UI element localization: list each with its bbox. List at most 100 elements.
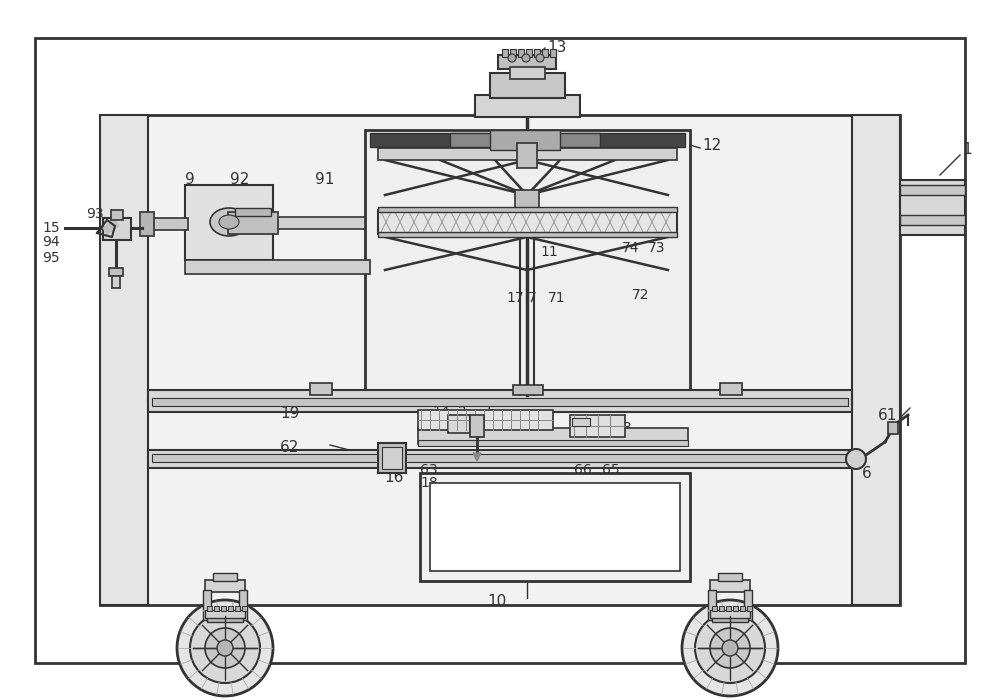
Bar [733, 606, 738, 611]
Text: 4: 4 [598, 421, 607, 435]
Bar [214, 606, 219, 611]
Text: 72: 72 [632, 288, 650, 302]
Bar [900, 180, 965, 235]
Text: 92: 92 [230, 172, 249, 188]
Bar [378, 207, 677, 212]
Bar [378, 232, 677, 237]
Text: 66: 66 [574, 463, 592, 477]
Bar [111, 210, 123, 220]
Bar [148, 218, 188, 230]
Bar [470, 415, 484, 437]
Bar [420, 473, 690, 581]
Bar [490, 130, 560, 150]
Text: 16: 16 [384, 470, 403, 486]
Text: 19: 19 [280, 405, 299, 421]
Text: 15: 15 [42, 221, 60, 235]
Text: 74: 74 [622, 241, 640, 255]
Text: 12: 12 [702, 137, 721, 153]
Circle shape [190, 613, 260, 683]
Bar [490, 73, 565, 98]
Text: 5: 5 [487, 405, 496, 419]
Bar [450, 133, 600, 147]
Bar [498, 55, 556, 69]
Text: 61: 61 [878, 409, 897, 423]
Bar [205, 580, 245, 592]
Bar [418, 440, 688, 446]
Bar [378, 443, 406, 473]
Bar [207, 616, 243, 622]
Text: 62: 62 [280, 440, 299, 454]
Bar [378, 210, 677, 234]
Bar [152, 454, 848, 462]
Text: 63: 63 [420, 463, 438, 477]
Bar [708, 590, 716, 620]
Text: 9: 9 [185, 172, 195, 188]
Text: 7: 7 [528, 291, 537, 305]
Bar [550, 49, 556, 57]
Bar [103, 218, 131, 240]
Polygon shape [103, 220, 119, 234]
Circle shape [217, 640, 233, 656]
Bar [852, 115, 900, 605]
Bar [720, 383, 742, 395]
Bar [526, 49, 532, 57]
Bar [35, 38, 965, 663]
Circle shape [710, 628, 750, 668]
Text: 91: 91 [315, 172, 334, 188]
Bar [515, 190, 539, 210]
Bar [718, 573, 742, 581]
Bar [100, 115, 148, 605]
Circle shape [682, 600, 778, 696]
Text: 14: 14 [432, 405, 450, 419]
Bar [221, 606, 226, 611]
Bar [900, 215, 965, 225]
Text: 65: 65 [602, 463, 620, 477]
Text: 95: 95 [42, 251, 60, 265]
Bar [140, 212, 154, 236]
Bar [228, 212, 278, 234]
Text: 93: 93 [86, 207, 104, 221]
Bar [310, 383, 332, 395]
Circle shape [205, 628, 245, 668]
Bar [112, 276, 120, 288]
Text: 6: 6 [862, 466, 872, 480]
Text: 11: 11 [540, 245, 558, 259]
Bar [378, 148, 677, 160]
Bar [370, 133, 685, 147]
Bar [418, 428, 688, 444]
Text: 3: 3 [623, 421, 632, 435]
Bar [517, 143, 537, 168]
Circle shape [695, 613, 765, 683]
Circle shape [846, 449, 866, 469]
Bar [242, 606, 247, 611]
Bar [448, 415, 470, 433]
Bar [185, 185, 273, 260]
Bar [570, 415, 625, 437]
Bar [213, 573, 237, 581]
Bar [712, 606, 717, 611]
Bar [513, 385, 543, 395]
Bar [719, 606, 724, 611]
Text: 18: 18 [420, 476, 438, 490]
Text: 2: 2 [458, 405, 467, 419]
Bar [418, 410, 553, 430]
Text: 17: 17 [506, 291, 524, 305]
Bar [542, 49, 548, 57]
Bar [712, 616, 748, 622]
Bar [744, 590, 752, 620]
Bar [109, 268, 123, 276]
Text: 1: 1 [962, 143, 972, 158]
Text: 13: 13 [547, 39, 566, 55]
Circle shape [722, 640, 738, 656]
Bar [510, 49, 516, 57]
Text: 94: 94 [42, 235, 60, 249]
Bar [228, 606, 233, 611]
Circle shape [508, 54, 516, 62]
Bar [239, 590, 247, 620]
Circle shape [177, 600, 273, 696]
Bar [205, 610, 245, 618]
Text: 73: 73 [648, 241, 666, 255]
Circle shape [522, 54, 530, 62]
Bar [148, 450, 852, 468]
Bar [518, 49, 524, 57]
